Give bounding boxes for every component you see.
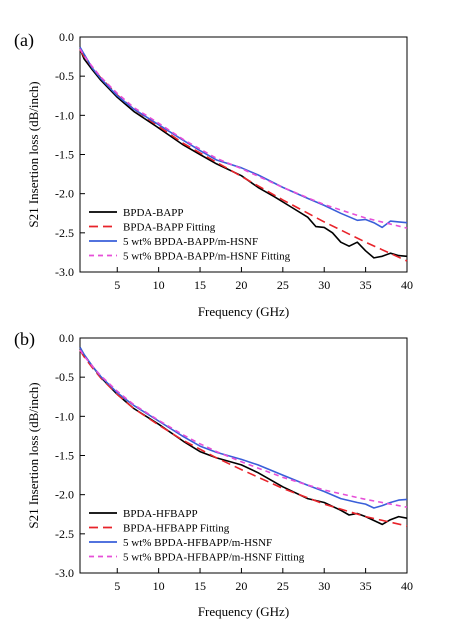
x-tick-label: 30: [318, 579, 330, 593]
y-tick-label: 0.0: [59, 30, 74, 44]
y-tick-label: -3.0: [55, 265, 74, 279]
y-tick-label: -2.5: [55, 226, 74, 240]
x-tick-label: 5: [114, 579, 120, 593]
x-tick-label: 30: [318, 278, 330, 292]
x-tick-label: 10: [153, 278, 165, 292]
series-line-3: [79, 349, 408, 508]
x-axis-label: Frequency (GHz): [198, 604, 289, 619]
y-tick-label: -0.5: [55, 69, 74, 83]
y-tick-label: -3.0: [55, 566, 74, 580]
chart-panel-a: (a) 5 10 15 20 25 30 35 40 0.0 -0.5 -1.0 -1.5 -2.0 -2.…: [14, 30, 413, 319]
x-tick-label: 20: [235, 278, 247, 292]
x-tick-label: 35: [360, 579, 372, 593]
x-tick-label: 5: [114, 278, 120, 292]
y-tick-label: -2.0: [55, 187, 74, 201]
y-tick-label: -1.5: [55, 449, 74, 463]
x-tick-label: 15: [194, 278, 206, 292]
legend-label: 5 wt% BPDA-BAPP/m-HSNF Fitting: [123, 251, 291, 263]
series-line-1: [79, 350, 408, 527]
x-tick-label: 15: [194, 579, 206, 593]
legend-label: BPDA-BAPP: [123, 207, 184, 219]
series-line-3: [79, 48, 408, 229]
legend: BPDA-BAPP BPDA-BAPP Fitting 5 wt% BPDA-BAP…: [89, 207, 291, 263]
y-tick-label: -0.5: [55, 370, 74, 384]
y-tick-label: -1.5: [55, 148, 74, 162]
x-axis-label: Frequency (GHz): [198, 304, 289, 319]
legend-label: 5 wt% BPDA-BAPP/m-HSNF: [123, 236, 258, 248]
legend: BPDA-HFBAPP BPDA-HFBAPP Fitting 5 wt% BPDA…: [89, 508, 305, 564]
x-tick-label: 40: [401, 278, 413, 292]
legend-label: BPDA-BAPP Fitting: [123, 222, 216, 234]
x-tick-label: 40: [401, 579, 413, 593]
legend-label: 5 wt% BPDA-HFBAPP/m-HSNF Fitting: [123, 552, 305, 564]
series-line-1: [79, 49, 408, 262]
panel-label: (a): [14, 30, 34, 51]
x-tick-label: 25: [277, 579, 289, 593]
y-tick-label: 0.0: [59, 331, 74, 345]
x-tick-label: 20: [235, 579, 247, 593]
x-tick-label: 35: [360, 278, 372, 292]
y-tick-label: -2.0: [55, 488, 74, 502]
series-line-0: [79, 48, 408, 259]
panel-label: (b): [14, 329, 35, 350]
chart-panel-b: (b) 5 10 15 20 25 30 35 40 0.0 -0.5 -1.0 -1.5 -2.0 -2.…: [14, 329, 413, 619]
series-line-2: [79, 346, 408, 509]
series-line-2: [79, 46, 408, 229]
y-axis-label: S21 Insertion loss (dB/inch): [26, 382, 41, 528]
legend-label: 5 wt% BPDA-HFBAPP/m-HSNF: [123, 537, 272, 549]
x-tick-label: 10: [153, 579, 165, 593]
y-tick-label: -1.0: [55, 108, 74, 122]
y-tick-label: -2.5: [55, 527, 74, 541]
legend-label: BPDA-HFBAPP: [123, 508, 198, 520]
y-axis-label: S21 Insertion loss (dB/inch): [26, 81, 41, 227]
series-line-0: [79, 347, 408, 526]
legend-label: BPDA-HFBAPP Fitting: [123, 523, 230, 535]
y-tick-label: -1.0: [55, 409, 74, 423]
x-tick-label: 25: [277, 278, 289, 292]
